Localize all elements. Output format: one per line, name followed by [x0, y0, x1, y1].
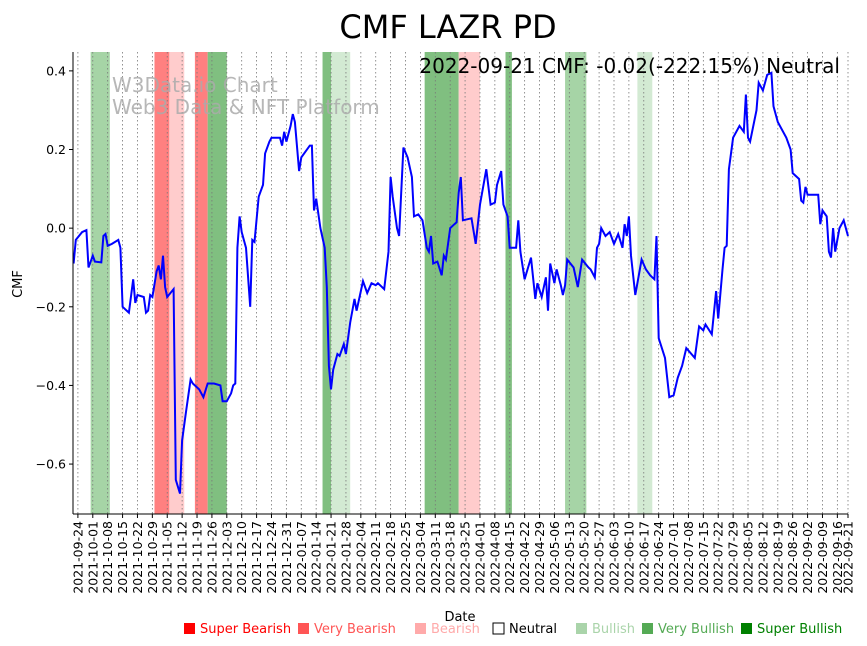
band-bullish: [331, 52, 351, 514]
y-tick-label: −0.4: [36, 378, 66, 393]
x-tick-label: 2022-07-29: [726, 521, 741, 594]
x-tick-label: 2022-02-25: [398, 521, 413, 594]
y-axis-label: CMF: [11, 270, 26, 298]
x-tick-label: 2022-04-29: [532, 521, 547, 594]
legend-label-super-bearish: Super Bearish: [200, 622, 291, 637]
x-tick-label: 2022-03-04: [413, 521, 428, 594]
x-tick-label: 2022-01-21: [324, 521, 339, 594]
x-tick-label: 2022-06-10: [621, 521, 636, 594]
x-tick-label: 2022-05-27: [592, 521, 607, 594]
x-tick-label: 2022-09-16: [830, 521, 845, 594]
x-ticks: 2021-09-24 2021-10-01 2021-10-08 2021-10-15…: [70, 514, 856, 594]
x-tick-label: 2022-08-12: [755, 521, 770, 594]
x-tick-label: 2022-05-13: [562, 521, 577, 594]
band-very-bearish: [154, 52, 170, 514]
band-bearish: [169, 52, 185, 514]
band-bearish: [458, 52, 480, 514]
x-tick-label: 2021-10-08: [100, 521, 115, 594]
x-tick-label: 2022-03-25: [458, 521, 473, 594]
x-tick-label: 2022-07-08: [681, 521, 696, 594]
x-tick-label: 2022-06-24: [651, 521, 666, 594]
x-tick-label: 2021-12-17: [249, 521, 264, 594]
legend-label-neutral: Neutral: [509, 622, 557, 637]
watermark-line-1: W3Data.io Chart: [112, 73, 278, 97]
x-tick-label: 2022-04-22: [517, 521, 532, 594]
x-tick-label: 2022-01-28: [338, 521, 353, 594]
x-tick-label: 2022-04-15: [502, 521, 517, 594]
band-very-bullish: [207, 52, 227, 514]
y-tick-label: −0.6: [36, 457, 66, 472]
band-bullish: [565, 52, 587, 514]
x-tick-label: 2022-05-06: [547, 521, 562, 594]
band-very-bearish: [194, 52, 208, 514]
band-very-bullish: [505, 52, 512, 514]
x-tick-label: 2021-11-05: [160, 521, 175, 594]
x-tick-label: 2022-02-11: [368, 521, 383, 594]
x-tick-label: 2022-09-02: [800, 521, 815, 594]
x-gridlines: [77, 52, 849, 514]
x-tick-label: 2022-09-21: [841, 521, 856, 594]
x-tick-label: 2022-06-17: [636, 521, 651, 594]
x-tick-label: 2021-12-03: [219, 521, 234, 594]
legend-label-super-bullish: Super Bullish: [757, 622, 842, 637]
x-tick-label: 2022-09-09: [815, 521, 830, 594]
x-tick-label: 2022-07-15: [696, 521, 711, 594]
x-tick-label: 2022-04-08: [487, 521, 502, 594]
y-ticks: 0.4 0.2 0.0 −0.2 −0.4 −0.6: [36, 63, 73, 472]
x-tick-label: 2022-08-19: [770, 521, 785, 594]
x-tick-label: 2022-04-01: [472, 521, 487, 594]
watermark-line-2: Web3 Data & NFT Platform: [112, 95, 380, 119]
x-tick-label: 2021-11-26: [204, 521, 219, 594]
band-very-bullish: [424, 52, 459, 514]
x-tick-label: 2022-08-26: [785, 521, 800, 594]
y-tick-label: 0.0: [46, 221, 66, 236]
x-tick-label: 2021-11-12: [175, 521, 190, 594]
x-tick-label: 2021-10-29: [145, 521, 160, 594]
y-tick-label: −0.2: [36, 299, 66, 314]
legend-swatch: [576, 623, 587, 634]
x-tick-label: 2021-09-24: [70, 521, 85, 594]
x-tick-label: 2022-02-18: [383, 521, 398, 594]
legend-label-very-bearish: Very Bearish: [314, 622, 396, 637]
legend-swatch: [298, 623, 309, 634]
x-tick-label: 2022-07-22: [711, 521, 726, 594]
y-tick-label: 0.2: [46, 142, 66, 157]
legend-label-bearish: Bearish: [431, 622, 480, 637]
band-bullish: [90, 52, 110, 514]
legend: Super Bearish Very Bearish Bearish Neutral B…: [184, 622, 842, 637]
chart-title: CMF LAZR PD: [339, 8, 556, 46]
x-tick-label: 2022-01-14: [309, 521, 324, 594]
x-tick-label: 2022-01-07: [294, 521, 309, 594]
signal-bands: [90, 52, 653, 514]
legend-label-very-bullish: Very Bullish: [658, 622, 734, 637]
x-tick-label: 2021-10-15: [115, 521, 130, 594]
x-tick-label: 2021-12-24: [264, 521, 279, 594]
band-bullish: [637, 52, 653, 514]
x-tick-label: 2021-10-01: [85, 521, 100, 594]
x-tick-label: 2021-12-10: [234, 521, 249, 594]
x-tick-label: 2022-03-11: [428, 521, 443, 594]
legend-swatch: [184, 623, 195, 634]
legend-swatch: [642, 623, 653, 634]
cmf-line: [72, 71, 849, 494]
x-tick-label: 2022-06-03: [606, 521, 621, 594]
legend-swatch: [741, 623, 752, 634]
x-tick-label: 2021-11-19: [190, 521, 205, 594]
x-axis-label: Date: [444, 610, 475, 625]
legend-label-bullish: Bullish: [592, 622, 635, 637]
x-tick-label: 2022-05-20: [577, 521, 592, 594]
legend-swatch: [492, 622, 505, 635]
y-tick-label: 0.4: [46, 63, 66, 78]
x-tick-label: 2022-03-18: [443, 521, 458, 594]
x-tick-label: 2022-08-05: [741, 521, 756, 594]
x-tick-label: 2022-02-04: [353, 521, 368, 594]
latest-annotation: 2022-09-21 CMF: -0.02(-222.15%) Neutral: [419, 54, 840, 78]
x-tick-label: 2021-12-31: [279, 521, 294, 594]
legend-swatch: [415, 623, 426, 634]
x-tick-label: 2021-10-22: [130, 521, 145, 594]
x-tick-label: 2022-07-01: [666, 521, 681, 594]
